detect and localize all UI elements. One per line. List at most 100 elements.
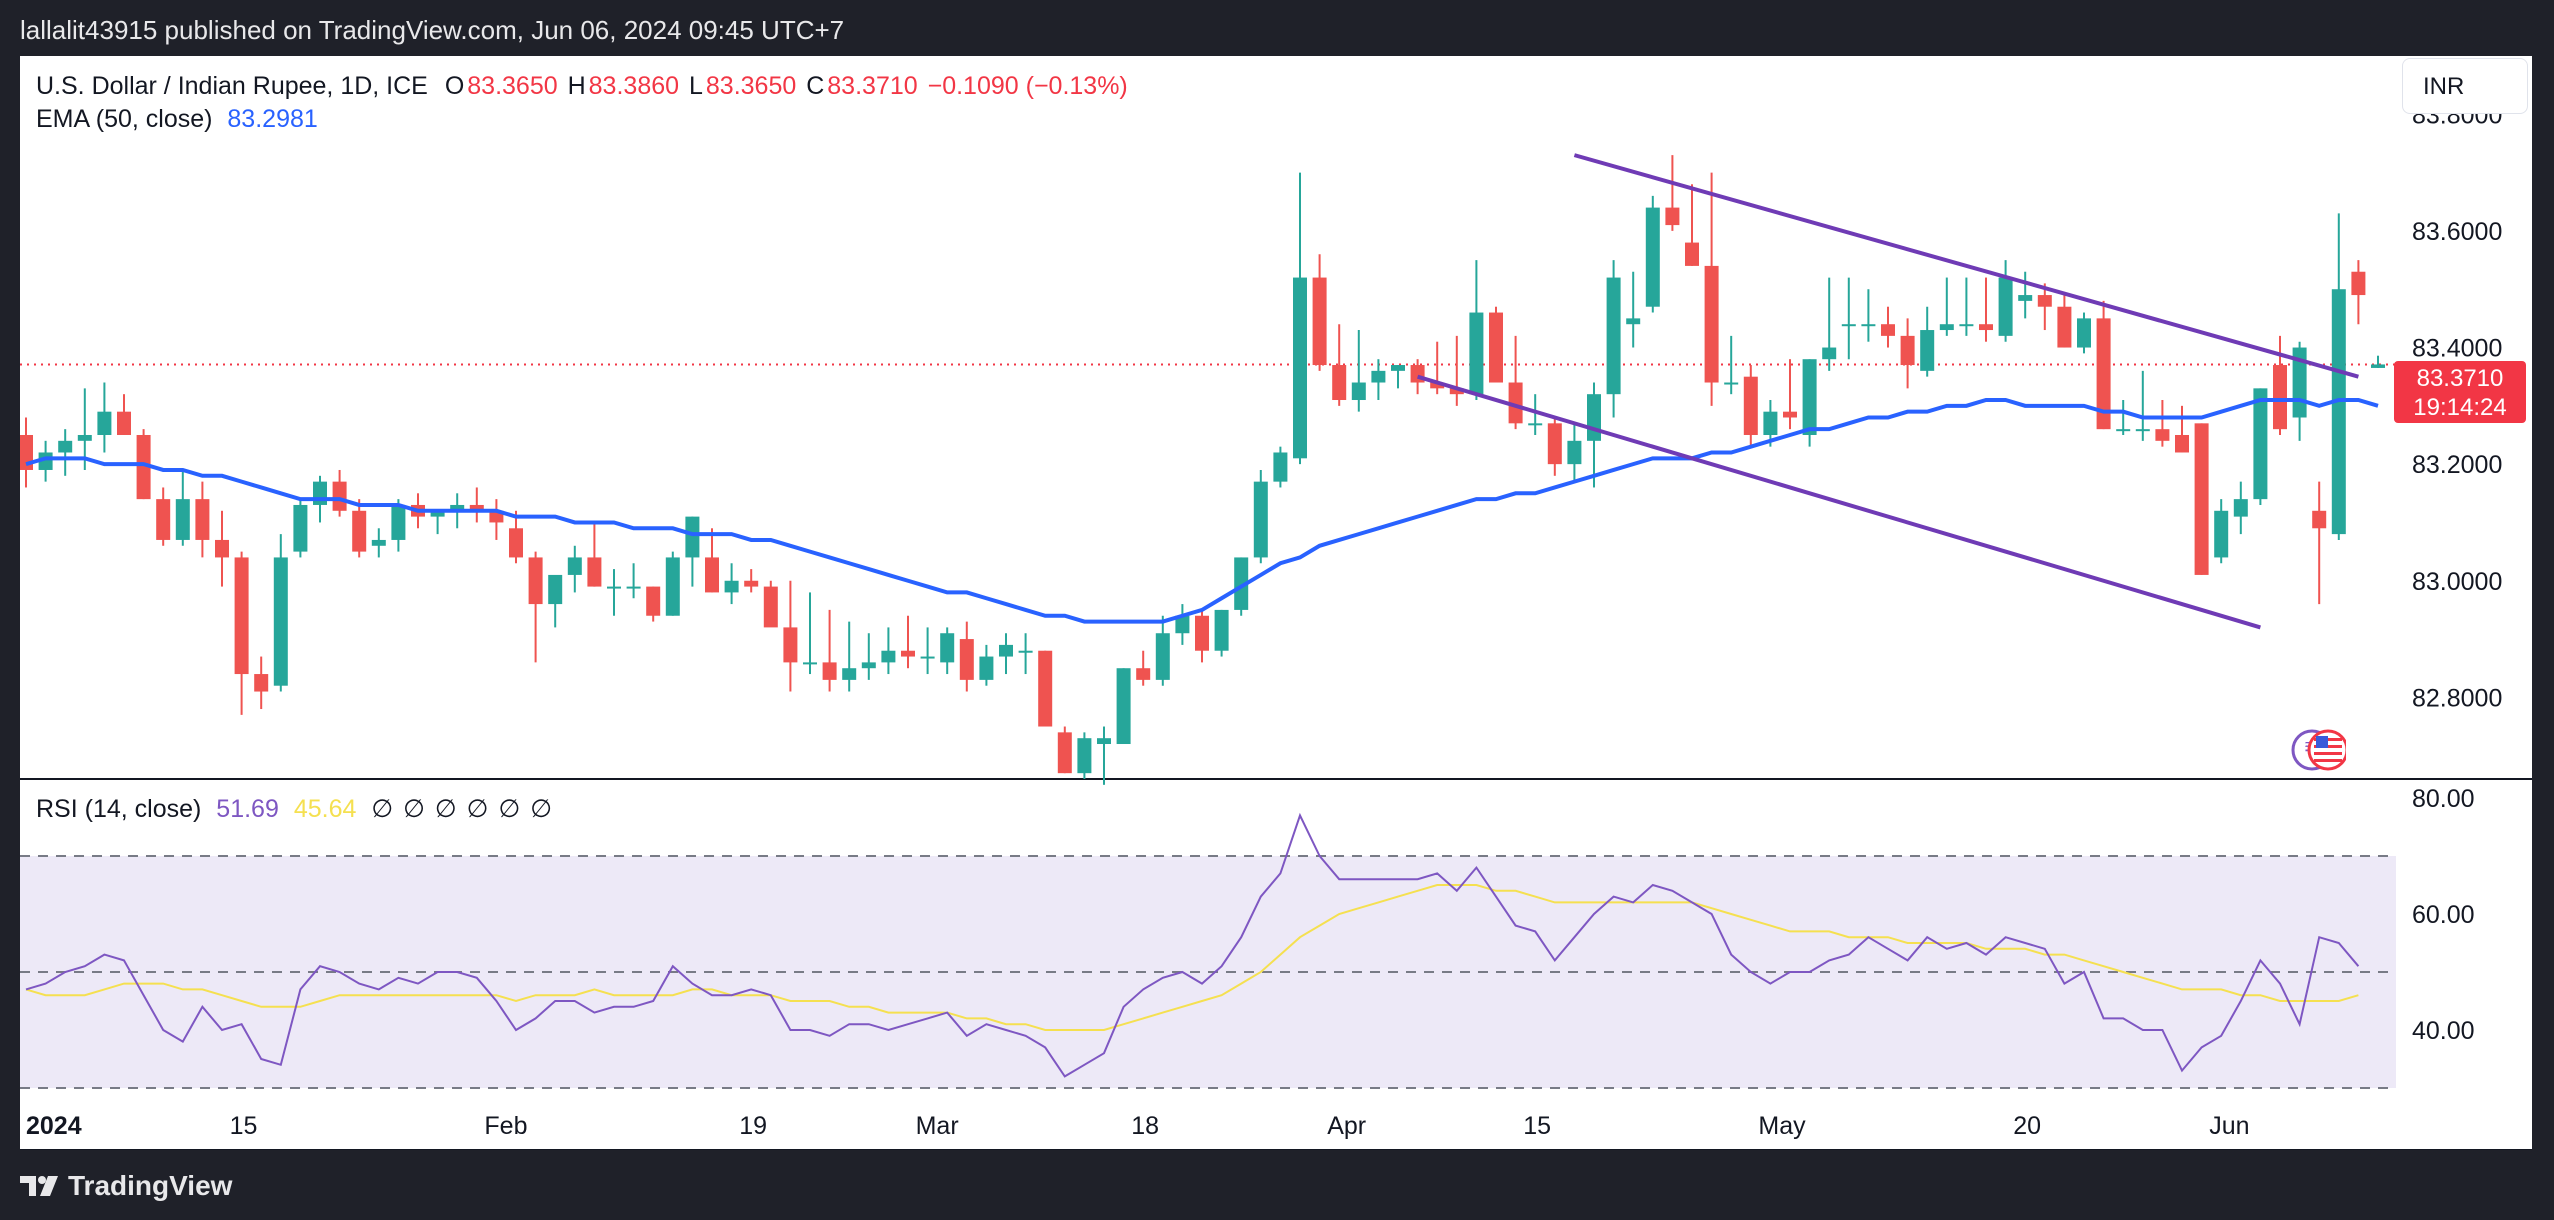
bar-countdown: 19:14:24 — [2413, 394, 2507, 421]
candle-body — [332, 481, 347, 511]
candle-body — [822, 662, 837, 680]
time-axis-label: Mar — [916, 1112, 959, 1140]
price-axis-label: 83.6000 — [2412, 218, 2502, 246]
candle-body — [1097, 738, 1111, 745]
candle-body — [1822, 347, 1837, 360]
candle-body — [1508, 382, 1523, 424]
rsi-na-values: ∅∅∅∅∅∅ — [371, 795, 562, 823]
candle-body — [2214, 510, 2229, 558]
candle-body — [77, 434, 92, 441]
candle-body — [2077, 318, 2091, 348]
open-label: O — [444, 72, 465, 100]
close-value: 83.3710 — [827, 72, 918, 100]
currency-flags[interactable]: ₹ — [2290, 728, 2349, 777]
tradingview-logo[interactable]: TradingView — [20, 1170, 232, 1202]
candle-body — [1391, 365, 1405, 371]
currency-selector[interactable]: INR — [2402, 58, 2528, 114]
candle-body — [2351, 271, 2366, 296]
candle-body — [450, 504, 465, 511]
candle-body — [724, 580, 739, 593]
candle-body — [175, 499, 190, 540]
channel-lower-line — [1417, 374, 2261, 630]
candle-body — [1038, 650, 1053, 727]
candle-body — [705, 557, 719, 593]
candle-body — [1685, 242, 1699, 266]
price-axis-label: 83.4000 — [2412, 335, 2502, 363]
candle-body — [1587, 394, 1601, 441]
candle-body — [234, 557, 249, 675]
candle-body — [803, 662, 817, 665]
high-value: 83.3860 — [588, 72, 680, 100]
candle-body — [313, 481, 327, 505]
candle-body — [744, 580, 759, 587]
candle-body — [1214, 609, 1229, 651]
candle-body — [567, 557, 582, 575]
candle-body — [607, 586, 621, 589]
candle-body — [254, 674, 269, 692]
candle-body — [1881, 324, 1895, 336]
candle-body — [1351, 382, 1366, 401]
low-label: L — [688, 72, 703, 100]
candle-body — [842, 668, 857, 680]
candle-body — [881, 650, 896, 663]
footer: TradingView — [0, 1150, 2554, 1220]
candle-body — [763, 586, 778, 628]
candle-body — [2135, 429, 2150, 432]
candle-body — [1116, 668, 1131, 745]
time-axis-label: 19 — [739, 1112, 767, 1140]
candle-body — [1136, 668, 1151, 680]
rsi-value: 51.69 — [216, 795, 279, 823]
high-label: H — [567, 72, 586, 100]
rsi-ma-value: 45.64 — [293, 795, 357, 823]
time-axis-label: Jun — [2209, 1112, 2249, 1140]
rsi-axis-label: 40.00 — [2412, 1017, 2475, 1045]
candle-body — [1743, 376, 1758, 435]
candle-body — [2331, 289, 2346, 535]
candle-body — [1057, 732, 1072, 774]
candle-body — [587, 557, 602, 587]
candle-body — [685, 516, 700, 558]
candle-body — [1528, 423, 1543, 426]
candle-body — [1763, 411, 1778, 435]
price-axis-label: 83.0000 — [2412, 568, 2502, 596]
candle-body — [1802, 359, 1817, 435]
candle-body — [430, 510, 445, 517]
chart-canvas[interactable]: 83.800083.600083.400083.200083.000082.80… — [20, 56, 2532, 1150]
candle-body — [97, 411, 112, 435]
time-axis-label: Feb — [484, 1112, 527, 1140]
candle-body — [1234, 557, 1249, 610]
candle-body — [2273, 365, 2287, 430]
candle-body — [1900, 335, 1915, 366]
candle-body — [2194, 423, 2209, 575]
candle-body — [371, 539, 386, 546]
candle-body — [1998, 277, 2013, 336]
candle-body — [1430, 382, 1445, 389]
symbol-title[interactable]: U.S. Dollar / Indian Rupee, 1D, ICE — [36, 72, 428, 100]
change-value: −0.1090 (−0.13%) — [927, 72, 1128, 100]
candle-body — [156, 499, 171, 540]
rsi-label[interactable]: RSI (14, close) — [36, 795, 202, 823]
candle-body — [2371, 364, 2385, 368]
candle-body — [1841, 324, 1856, 327]
candle-body — [1273, 452, 1288, 482]
candle-body — [1547, 423, 1562, 465]
candle-body — [1645, 207, 1660, 307]
candle-body — [215, 539, 229, 558]
candle-body — [2037, 295, 2052, 307]
candle-body — [940, 633, 955, 663]
candle-body — [1920, 330, 1935, 371]
candle-body — [1939, 324, 1954, 331]
candle-body — [1312, 277, 1327, 366]
candle-body — [117, 411, 131, 435]
candle-body — [2175, 434, 2189, 453]
last-price-tag: 83.3710 19:14:24 — [2394, 361, 2526, 423]
rsi-axis-label: 80.00 — [2412, 785, 2475, 813]
chart-frame[interactable]: 83.8000 83.6000 83.4000 83.2000 83.0000 82.80… — [20, 56, 2532, 1150]
candle-body — [1567, 440, 1582, 465]
candle-body — [2312, 510, 2327, 529]
candle-body — [509, 528, 523, 558]
price-axis-label: 82.8000 — [2412, 684, 2502, 712]
candle-body — [1195, 615, 1209, 651]
candle-body — [2253, 388, 2268, 500]
ema-label[interactable]: EMA (50, close) — [36, 105, 213, 133]
